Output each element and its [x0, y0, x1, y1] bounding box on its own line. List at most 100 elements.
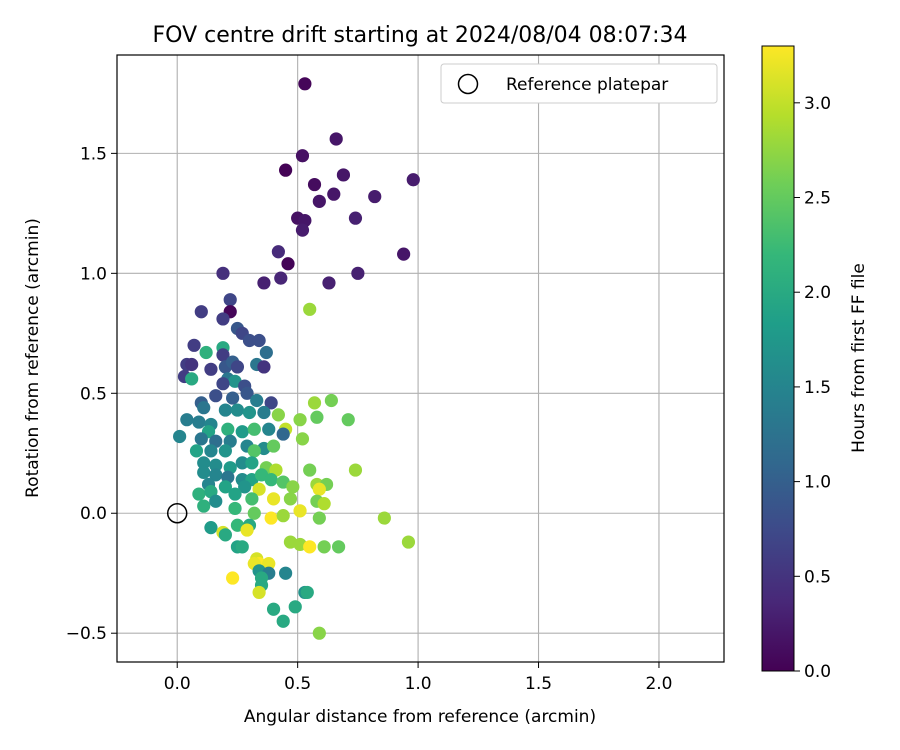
data-point — [218, 403, 232, 417]
y-tick-label: 1.0 — [80, 264, 107, 284]
data-point — [257, 360, 271, 374]
colorbar-gradient — [761, 45, 795, 672]
x-tick-label: 2.0 — [645, 674, 672, 694]
data-point — [288, 600, 302, 614]
data-point — [295, 432, 310, 446]
data-point — [322, 276, 336, 290]
data-point — [199, 345, 213, 360]
y-tick-label: 0.0 — [80, 504, 107, 524]
data-point — [245, 456, 259, 470]
data-point — [216, 312, 230, 326]
data-point — [401, 535, 416, 549]
colorbar-tick-label: 2.0 — [804, 283, 831, 303]
y-tick-label: 1.5 — [80, 144, 107, 164]
data-point — [197, 465, 211, 480]
data-point — [264, 473, 278, 487]
data-point — [264, 396, 278, 410]
data-point — [295, 223, 310, 237]
data-point — [250, 393, 264, 408]
y-axis-ticks: −0.5 0.0 0.5 1.0 1.5 — [66, 144, 117, 644]
data-point — [327, 187, 341, 201]
data-point — [218, 528, 232, 542]
data-point — [228, 501, 242, 516]
data-point — [197, 401, 211, 415]
data-point — [209, 389, 223, 403]
data-point — [235, 425, 249, 439]
data-point — [197, 456, 211, 470]
data-point — [245, 492, 259, 506]
data-point — [218, 444, 232, 458]
colorbar-tick-label: 2.5 — [804, 189, 831, 209]
data-point — [238, 480, 252, 494]
data-point — [286, 480, 300, 494]
data-point — [230, 403, 245, 417]
data-point — [264, 511, 278, 525]
data-point — [307, 177, 322, 192]
data-point — [192, 415, 206, 429]
data-point — [310, 410, 324, 424]
data-point — [329, 132, 343, 146]
data-point — [336, 168, 351, 182]
chart-title: FOV centre drift starting at 2024/08/04 … — [153, 23, 688, 48]
data-point — [279, 163, 293, 177]
data-point — [262, 557, 276, 571]
data-point — [230, 360, 245, 374]
reference-marker-group — [166, 502, 188, 524]
data-point — [317, 497, 331, 511]
data-point — [312, 194, 326, 208]
data-point — [377, 511, 391, 525]
data-point — [216, 348, 230, 362]
data-point — [192, 487, 206, 501]
x-tick-label: 1.0 — [405, 674, 432, 694]
data-point — [228, 487, 242, 501]
data-point — [257, 276, 271, 290]
data-point — [312, 482, 326, 496]
data-point — [209, 468, 223, 482]
data-point — [180, 413, 194, 427]
data-point — [303, 302, 317, 316]
data-point — [194, 432, 208, 446]
legend-label: Reference platepar — [506, 75, 668, 95]
data-point — [298, 77, 312, 91]
x-tick-label: 0.0 — [164, 674, 191, 694]
data-point — [279, 566, 293, 580]
data-point — [235, 540, 249, 554]
data-point — [204, 521, 218, 535]
data-point — [209, 494, 223, 508]
data-point — [262, 422, 276, 436]
data-point — [276, 427, 290, 441]
data-point — [204, 444, 218, 458]
data-point — [351, 266, 365, 280]
colorbar-tick-label: 0.5 — [804, 567, 831, 587]
data-point — [197, 499, 211, 513]
data-point — [341, 413, 355, 427]
data-point — [204, 362, 218, 376]
data-point — [271, 408, 285, 422]
x-tick-label: 1.5 — [525, 674, 552, 694]
data-point — [242, 405, 257, 420]
data-point — [276, 509, 290, 523]
data-point — [348, 463, 363, 477]
data-point — [242, 333, 257, 348]
data-point — [240, 523, 254, 537]
data-point — [293, 504, 307, 518]
data-point — [247, 444, 261, 458]
data-point — [300, 585, 314, 600]
y-tick-label: −0.5 — [66, 624, 107, 644]
data-point — [257, 405, 271, 420]
data-point — [218, 480, 232, 494]
data-point — [259, 345, 273, 360]
data-point — [303, 540, 317, 554]
data-point — [266, 602, 281, 616]
plot-area-frame — [116, 54, 725, 663]
data-point — [226, 391, 240, 405]
colorbar-tick-label: 3.0 — [804, 94, 831, 114]
data-point — [274, 271, 288, 285]
data-point — [295, 149, 310, 163]
y-tick-label: 0.5 — [80, 384, 107, 404]
colorbar-tick-label: 0.0 — [804, 662, 831, 682]
data-point — [173, 429, 187, 444]
data-point — [406, 173, 420, 187]
legend-marker — [457, 73, 479, 95]
